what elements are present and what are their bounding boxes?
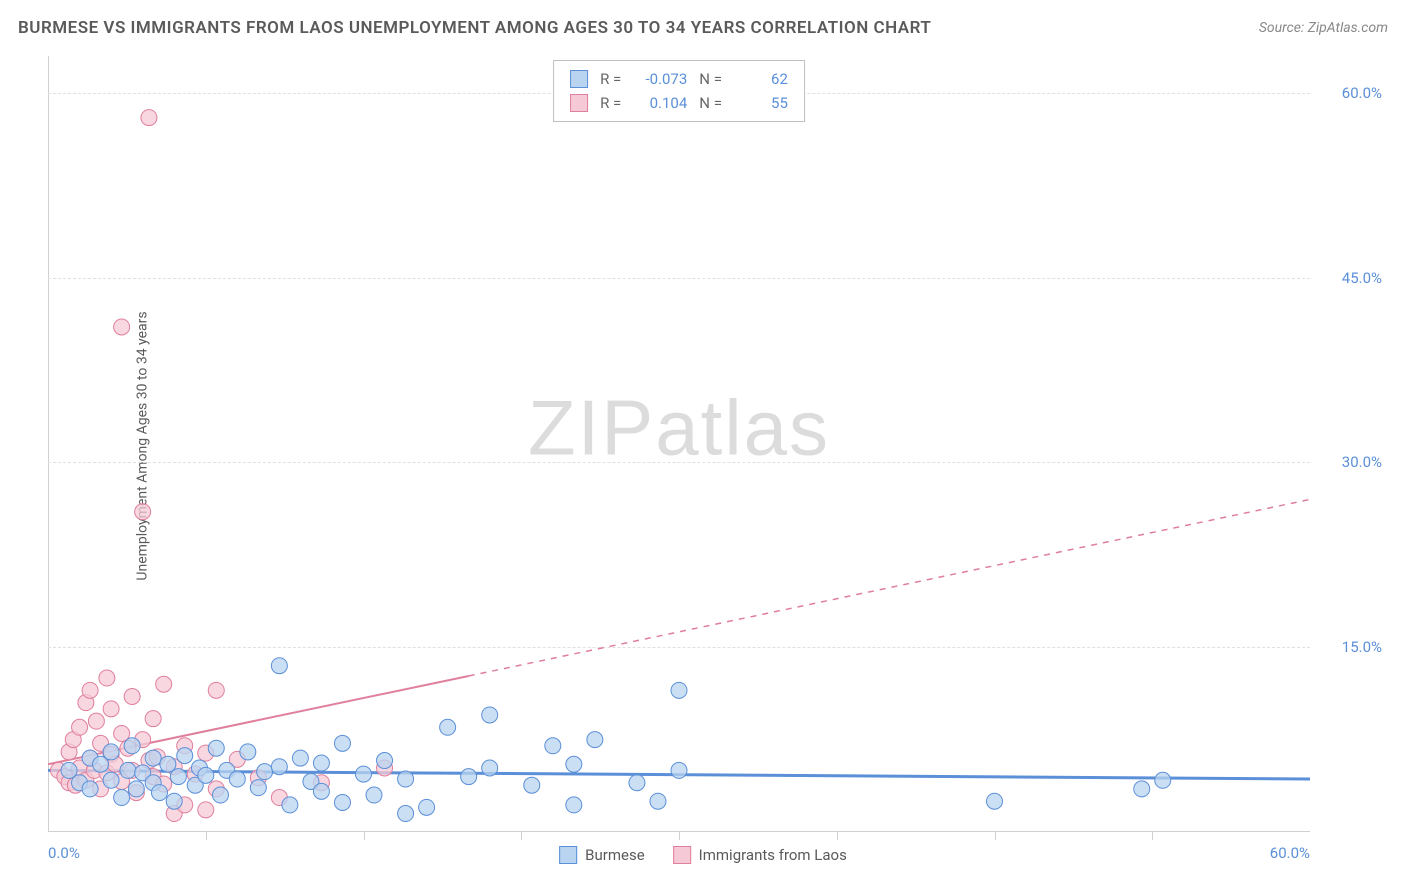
- legend-swatch-icon: [559, 846, 577, 864]
- chart-area: ZIPatlas R = -0.073 N = 62 R = 0.104 N =…: [48, 56, 1310, 832]
- y-tick-label: 15.0%: [1342, 638, 1382, 656]
- legend-swatch-burmese: [570, 70, 588, 88]
- y-tick-label: 30.0%: [1342, 453, 1382, 471]
- legend-row-burmese: R = -0.073 N = 62: [570, 67, 788, 91]
- x-tick: [206, 832, 207, 840]
- x-tick: [837, 832, 838, 840]
- x-axis-min-label: 0.0%: [48, 844, 80, 862]
- r-label: R =: [600, 91, 621, 115]
- x-axis-max-label: 60.0%: [1270, 844, 1310, 862]
- legend-row-laos: R = 0.104 N = 55: [570, 91, 788, 115]
- x-tick: [995, 832, 996, 840]
- x-tick: [679, 832, 680, 840]
- chart-title: BURMESE VS IMMIGRANTS FROM LAOS UNEMPLOY…: [18, 18, 931, 38]
- legend-item-laos: Immigrants from Laos: [673, 846, 847, 864]
- legend-label-burmese: Burmese: [585, 846, 645, 864]
- x-tick: [521, 832, 522, 840]
- legend-label-laos: Immigrants from Laos: [699, 846, 847, 864]
- r-value-laos: 0.104: [633, 91, 687, 115]
- r-value-burmese: -0.073: [633, 67, 687, 91]
- legend-swatch-icon: [673, 846, 691, 864]
- scatter-plot: [48, 56, 1310, 832]
- y-tick-label: 60.0%: [1342, 84, 1382, 102]
- x-tick: [1152, 832, 1153, 840]
- legend-item-burmese: Burmese: [559, 846, 645, 864]
- legend-swatch-laos: [570, 94, 588, 112]
- n-value-laos: 55: [734, 91, 788, 115]
- x-tick: [364, 832, 365, 840]
- y-tick-label: 45.0%: [1342, 269, 1382, 287]
- n-label: N =: [699, 67, 722, 91]
- series-legend: Burmese Immigrants from Laos: [559, 846, 847, 864]
- n-label: N =: [699, 91, 722, 115]
- n-value-burmese: 62: [734, 67, 788, 91]
- source-attribution: Source: ZipAtlas.com: [1259, 20, 1388, 36]
- r-label: R =: [600, 67, 621, 91]
- correlation-legend: R = -0.073 N = 62 R = 0.104 N = 55: [553, 60, 805, 122]
